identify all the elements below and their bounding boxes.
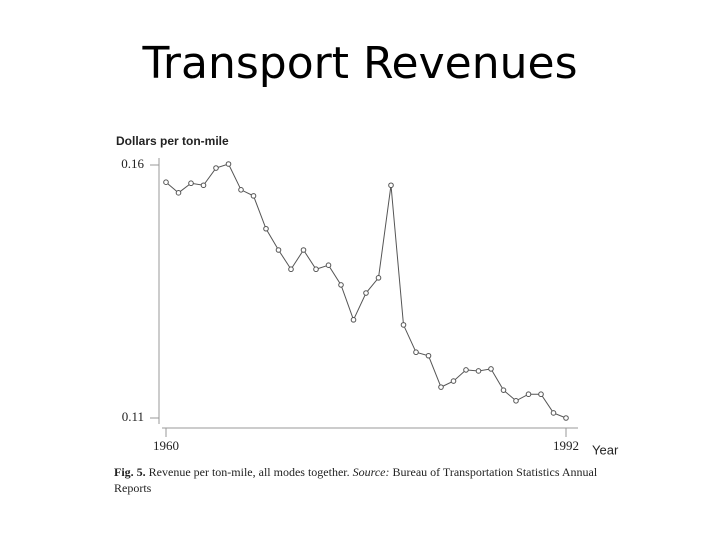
x-tick-label: 1960 xyxy=(153,438,179,453)
data-point xyxy=(475,368,482,374)
data-point xyxy=(163,179,169,186)
data-point xyxy=(563,415,569,421)
data-point xyxy=(413,349,419,356)
data-point xyxy=(425,352,432,359)
data-point xyxy=(275,247,282,253)
data-point xyxy=(500,387,507,393)
caption-source: Bureau of Transportation Statistics Annu… xyxy=(114,465,598,495)
data-point xyxy=(263,225,269,232)
caption-text: Revenue per ton-mile, all modes together… xyxy=(148,465,350,479)
data-point xyxy=(463,367,469,373)
y-axis-label: Dollars per ton-mile xyxy=(116,134,229,148)
data-point xyxy=(188,180,194,187)
data-point xyxy=(400,322,407,328)
data-point xyxy=(238,186,244,193)
data-point xyxy=(513,397,519,404)
data-point xyxy=(288,266,294,273)
data-point xyxy=(225,161,232,167)
data-point xyxy=(338,282,344,288)
caption-source-label: Source: xyxy=(352,465,390,479)
data-point xyxy=(375,275,382,281)
data-point xyxy=(200,182,207,189)
data-point xyxy=(300,247,307,253)
y-tick-label: 0.16 xyxy=(121,156,144,171)
data-point xyxy=(350,317,357,323)
data-point xyxy=(313,266,319,273)
data-point xyxy=(388,182,394,189)
data-point xyxy=(175,190,182,196)
data-point xyxy=(250,193,257,199)
data-point xyxy=(488,366,494,372)
data-point xyxy=(213,165,219,171)
y-tick-label: 0.11 xyxy=(122,409,144,424)
data-point xyxy=(538,391,544,398)
data-point xyxy=(325,262,332,268)
data-point xyxy=(550,410,557,416)
data-point xyxy=(363,290,369,296)
data-point xyxy=(450,378,457,384)
x-axis-label: Year xyxy=(592,442,619,457)
caption: Fig. 5. Revenue per ton-mile, all modes … xyxy=(114,464,624,496)
data-point xyxy=(525,391,532,398)
slide-title: Transport Revenues xyxy=(142,38,578,89)
data-point xyxy=(438,384,444,390)
x-tick-label: 1992 xyxy=(553,438,579,453)
caption-label: Fig. 5. xyxy=(114,465,146,479)
